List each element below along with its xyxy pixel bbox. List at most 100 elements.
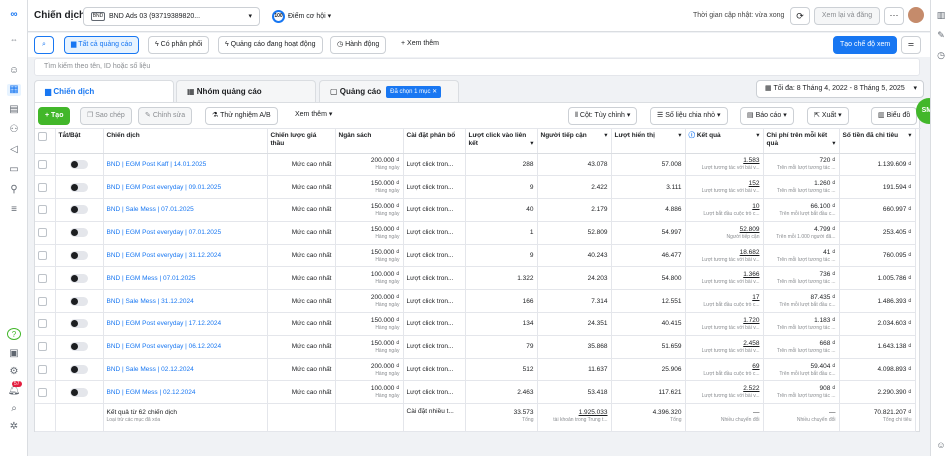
table-row[interactable]: BND | Sale Mess | 07.01.2025 Mức cao nhất…	[35, 198, 916, 222]
column-header-campaign[interactable]: Chiến dịch	[103, 129, 268, 154]
campaign-name-link[interactable]: BND | EGM Mess | 07.01.2025	[106, 274, 196, 282]
row-checkbox[interactable]	[38, 159, 47, 169]
table-row[interactable]: BND | EGM Mess | 07.01.2025 Mức cao nhất 1…	[35, 266, 916, 291]
create-view-button[interactable]: Tạo chế độ xem	[833, 36, 898, 54]
column-header-impressions[interactable]: Lượt hiển thị ▾	[611, 129, 686, 154]
search-input[interactable]: Tìm kiếm theo tên, ID hoặc số liệu	[34, 58, 920, 76]
column-header-toggle[interactable]: Tắt/Bật	[55, 129, 104, 154]
campaign-name-link[interactable]: BND | EGM Post everyday | 17.12.2024	[106, 320, 222, 328]
menu-icon[interactable]: ≡	[11, 204, 17, 215]
ab-test-button[interactable]: ⚗ Thử nghiệm A/B	[205, 107, 278, 125]
smiley-icon[interactable]: ☺	[936, 440, 946, 450]
row-toggle-cell[interactable]	[55, 335, 104, 359]
row-select[interactable]	[35, 335, 56, 359]
charts-button[interactable]: ▥ Biểu đồ	[871, 107, 918, 125]
campaign-name-link[interactable]: BND | EGM Mess | 02.12.2024	[106, 388, 196, 396]
row-select[interactable]	[35, 312, 56, 336]
campaign-name-link[interactable]: BND | EGM Post everyday | 07.01.2025	[106, 229, 222, 237]
more-button[interactable]: ···	[884, 7, 904, 25]
selected-pill[interactable]: Đã chọn 1 mục ✕	[386, 85, 442, 98]
date-range-picker[interactable]: ▦ Tối đa: 8 Tháng 4, 2022 - 8 Tháng 5, 2…	[756, 80, 924, 98]
report-icon[interactable]: ▣	[9, 348, 19, 359]
filter-settings-button[interactable]: ⚌	[901, 36, 921, 54]
row-toggle-cell[interactable]	[55, 175, 104, 200]
table-row[interactable]: BND | EGM Post everyday | 07.01.2025 Mức …	[35, 221, 916, 245]
row-checkbox[interactable]	[38, 319, 47, 329]
row-toggle-cell[interactable]	[55, 244, 104, 268]
budget-cell[interactable]: 150.000 ₫ Hàng ngày	[335, 198, 404, 222]
filter-with-delivery[interactable]: ϟ Có phân phối	[148, 36, 210, 54]
budget-cell[interactable]: 100.000 ₫ Hàng ngày	[335, 380, 404, 405]
search-icon[interactable]: ⌕	[11, 403, 17, 414]
collapse-icon[interactable]: ⇔	[10, 35, 18, 44]
see-more-button[interactable]: + Xem thêm	[401, 40, 439, 47]
account-selector[interactable]: BND BND Ads 03 (93719389820... ▾	[83, 7, 260, 26]
row-checkbox[interactable]	[38, 296, 47, 306]
campaign-name-cell[interactable]: BND | EGM Mess | 02.12.2024	[103, 380, 268, 405]
row-toggle-cell[interactable]	[55, 266, 104, 291]
row-select[interactable]	[35, 153, 56, 177]
results-value[interactable]: 1.720	[743, 316, 760, 324]
column-header-results[interactable]: ⓘ Kết quả ▾	[685, 129, 764, 154]
tab-campaigns[interactable]: ▆ Chiến dịch	[34, 80, 174, 102]
megaphone-icon[interactable]: ◁	[10, 144, 18, 155]
columns-button[interactable]: ⫴ Cột: Tùy chỉnh ▾	[568, 107, 638, 125]
table-row[interactable]: BND | EGM Post everyday | 17.12.2024 Mức …	[35, 312, 916, 336]
history-icon[interactable]: ◷	[937, 50, 945, 60]
row-checkbox[interactable]	[38, 342, 47, 352]
campaign-name-cell[interactable]: BND | EGM Post everyday | 06.12.2024	[103, 335, 268, 359]
row-toggle-cell[interactable]	[55, 358, 104, 382]
filter-active-ads[interactable]: ϟ Quảng cáo đang hoạt động	[218, 36, 323, 54]
row-select[interactable]	[35, 380, 56, 405]
create-button[interactable]: + Tạo	[38, 107, 71, 125]
campaign-name-cell[interactable]: BND | EGM Post everyday | 07.01.2025	[103, 221, 268, 245]
on-off-toggle[interactable]	[70, 342, 88, 352]
budget-cell[interactable]: 100.000 ₫ Hàng ngày	[335, 266, 404, 291]
row-checkbox[interactable]	[38, 365, 47, 375]
table-row[interactable]: BND | Sale Mess | 31.12.2024 Mức cao nhất…	[35, 289, 916, 314]
row-select[interactable]	[35, 198, 56, 222]
column-header-bid-strategy[interactable]: Chiến lược giá thầu	[267, 129, 336, 154]
column-header-budget[interactable]: Ngân sách	[335, 129, 404, 154]
smiley-icon[interactable]: ☺	[8, 65, 20, 76]
campaign-name-link[interactable]: BND | EGM Post everyday | 31.12.2024	[106, 252, 222, 260]
results-value[interactable]: 18.682	[739, 248, 760, 256]
audience-icon[interactable]: ⚇	[9, 124, 19, 135]
on-off-toggle[interactable]	[70, 205, 88, 215]
duplicate-button[interactable]: ❐ Sao chép	[80, 107, 132, 125]
on-off-toggle[interactable]	[70, 365, 88, 375]
row-select[interactable]	[35, 175, 56, 200]
campaign-name-link[interactable]: BND | Sale Mess | 31.12.2024	[106, 297, 194, 305]
edit-button[interactable]: ✎ Chỉnh sửa	[138, 107, 193, 125]
row-toggle-cell[interactable]	[55, 289, 104, 314]
pages-icon[interactable]: ▤	[9, 104, 19, 115]
row-checkbox[interactable]	[38, 182, 47, 192]
row-checkbox[interactable]	[38, 251, 47, 261]
table-row[interactable]: BND | EGM Post Kaff | 14.01.2025 Mức cao …	[35, 153, 916, 177]
settings-icon[interactable]: ⚙	[9, 366, 19, 377]
table-row[interactable]: BND | EGM Post everyday | 06.12.2024 Mức …	[35, 335, 916, 359]
pencil-icon[interactable]: ✎	[937, 30, 945, 40]
filter-actions[interactable]: ◷ Hành động	[330, 36, 387, 54]
results-value[interactable]: 69	[752, 362, 760, 370]
on-off-toggle[interactable]	[70, 182, 88, 192]
refresh-button[interactable]: ⟳	[790, 7, 810, 25]
row-select[interactable]	[35, 244, 56, 268]
on-off-toggle[interactable]	[70, 296, 88, 306]
campaign-name-link[interactable]: BND | Sale Mess | 02.12.2024	[106, 366, 194, 374]
campaign-name-link[interactable]: BND | Sale Mess | 07.01.2025	[106, 206, 194, 214]
budget-cell[interactable]: 150.000 ₫ Hàng ngày	[335, 335, 404, 359]
results-value[interactable]: 152	[748, 180, 760, 188]
business-icon[interactable]: ⚲	[10, 184, 18, 195]
breakdown-button[interactable]: ☰ Số liệu chia nhỏ ▾	[650, 107, 728, 125]
select-all-checkbox[interactable]	[38, 132, 47, 141]
column-header-reach[interactable]: Người tiếp cận ▾	[537, 129, 612, 154]
summary-reach-value[interactable]: 1.925.033	[578, 409, 608, 417]
results-value[interactable]: 17	[752, 294, 760, 302]
row-toggle-cell[interactable]	[55, 312, 104, 336]
row-checkbox[interactable]	[38, 228, 47, 238]
column-header-link-clicks[interactable]: Lượt click vào liên kết ▾	[465, 129, 538, 154]
chart-icon[interactable]: ▥	[936, 10, 946, 20]
budget-cell[interactable]: 200.000 ₫ Hàng ngày	[335, 289, 404, 314]
campaign-name-link[interactable]: BND | EGM Post everyday | 06.12.2024	[106, 343, 222, 351]
